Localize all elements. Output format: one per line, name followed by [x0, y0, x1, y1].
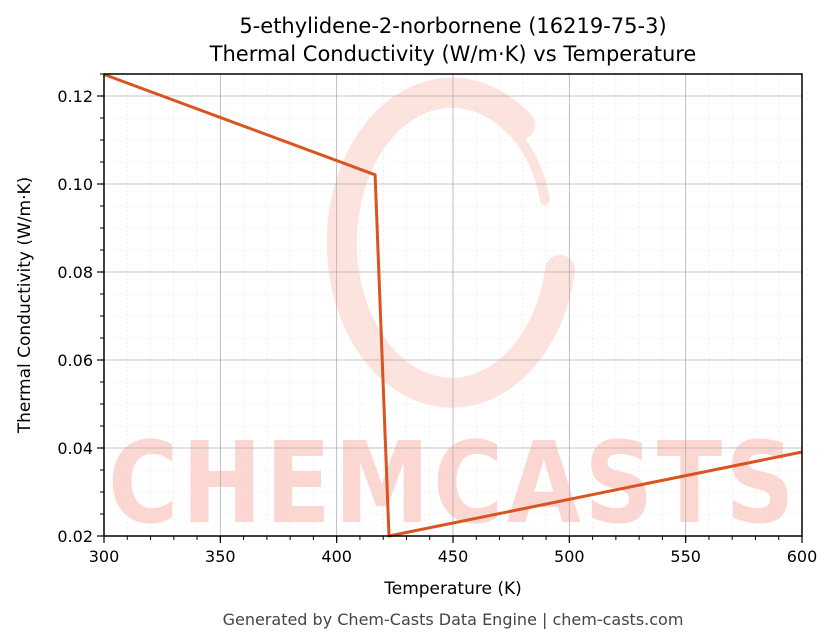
x-axis-label: Temperature (K)	[383, 579, 522, 599]
y-tick-label: 0.10	[57, 175, 93, 194]
x-tick-label: 350	[205, 547, 236, 566]
y-axis-label: Thermal Conductivity (W/m·K)	[15, 177, 35, 435]
watermark-text: CHEMCASTS	[108, 419, 798, 549]
y-tick-label: 0.08	[57, 263, 93, 282]
y-tick-label: 0.04	[57, 439, 93, 458]
y-tick-label: 0.02	[57, 527, 93, 546]
watermark-logo	[326, 77, 575, 408]
chart-title-line2: Thermal Conductivity (W/m·K) vs Temperat…	[209, 42, 697, 66]
x-tick-label: 500	[554, 547, 585, 566]
y-tick-labels: 0.02 0.04 0.06 0.08 0.10 0.12	[57, 87, 93, 546]
series-line-thermal-conductivity	[103, 72, 803, 538]
x-tick-labels: 300 350 400 450 500 550 600	[89, 547, 818, 566]
x-tick-label: 300	[89, 547, 120, 566]
y-tick-label: 0.12	[57, 87, 93, 106]
chart-title-line1: 5-ethylidene-2-norbornene (16219-75-3)	[239, 14, 666, 38]
axis-ticks	[97, 73, 803, 543]
x-tick-label: 400	[321, 547, 352, 566]
x-tick-label: 450	[438, 547, 469, 566]
footer-credit: Generated by Chem-Casts Data Engine | ch…	[223, 610, 684, 629]
y-tick-label: 0.06	[57, 351, 93, 370]
x-tick-label: 600	[787, 547, 818, 566]
x-tick-label: 550	[670, 547, 701, 566]
